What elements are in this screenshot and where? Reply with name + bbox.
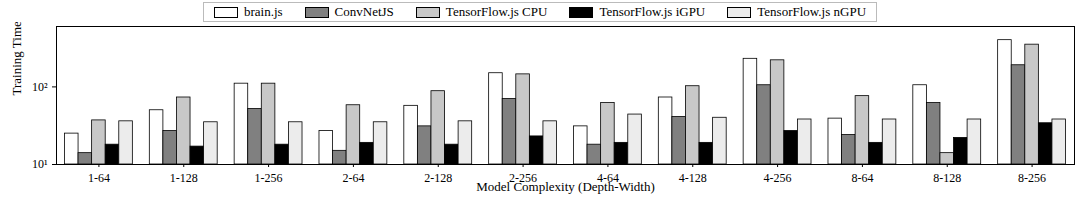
svg-text:4-256: 4-256 (764, 171, 792, 185)
html-text:TensorFlow.js iGPU: TensorFlow.js iGPU (599, 4, 706, 19)
svg-text:4-128: 4-128 (679, 171, 707, 185)
svg-text:Training Time (ms): Training Time (ms) (9, 22, 24, 96)
svg-text:10²: 10² (32, 80, 48, 94)
svg-text:8-64: 8-64 (851, 171, 873, 185)
svg-text:8-128: 8-128 (933, 171, 961, 185)
html-text:TensorFlow.js CPU: TensorFlow.js CPU (445, 4, 548, 19)
html-text:ConvNetJS: ConvNetJS (334, 4, 394, 19)
svg-text:2-64: 2-64 (342, 171, 364, 185)
svg-text:1-256: 1-256 (255, 171, 283, 185)
svg-text:10¹: 10¹ (32, 157, 48, 171)
svg-text:1-128: 1-128 (170, 171, 198, 185)
svg-text:2-128: 2-128 (424, 171, 452, 185)
html-text:TensorFlow.js nGPU: TensorFlow.js nGPU (757, 4, 866, 19)
svg-text:Model Complexity (Depth-Width): Model Complexity (Depth-Width) (476, 179, 655, 194)
svg-text:8-256: 8-256 (1018, 171, 1046, 185)
svg-text:1-64: 1-64 (88, 171, 110, 185)
html-text:brain.js: brain.js (244, 4, 283, 19)
